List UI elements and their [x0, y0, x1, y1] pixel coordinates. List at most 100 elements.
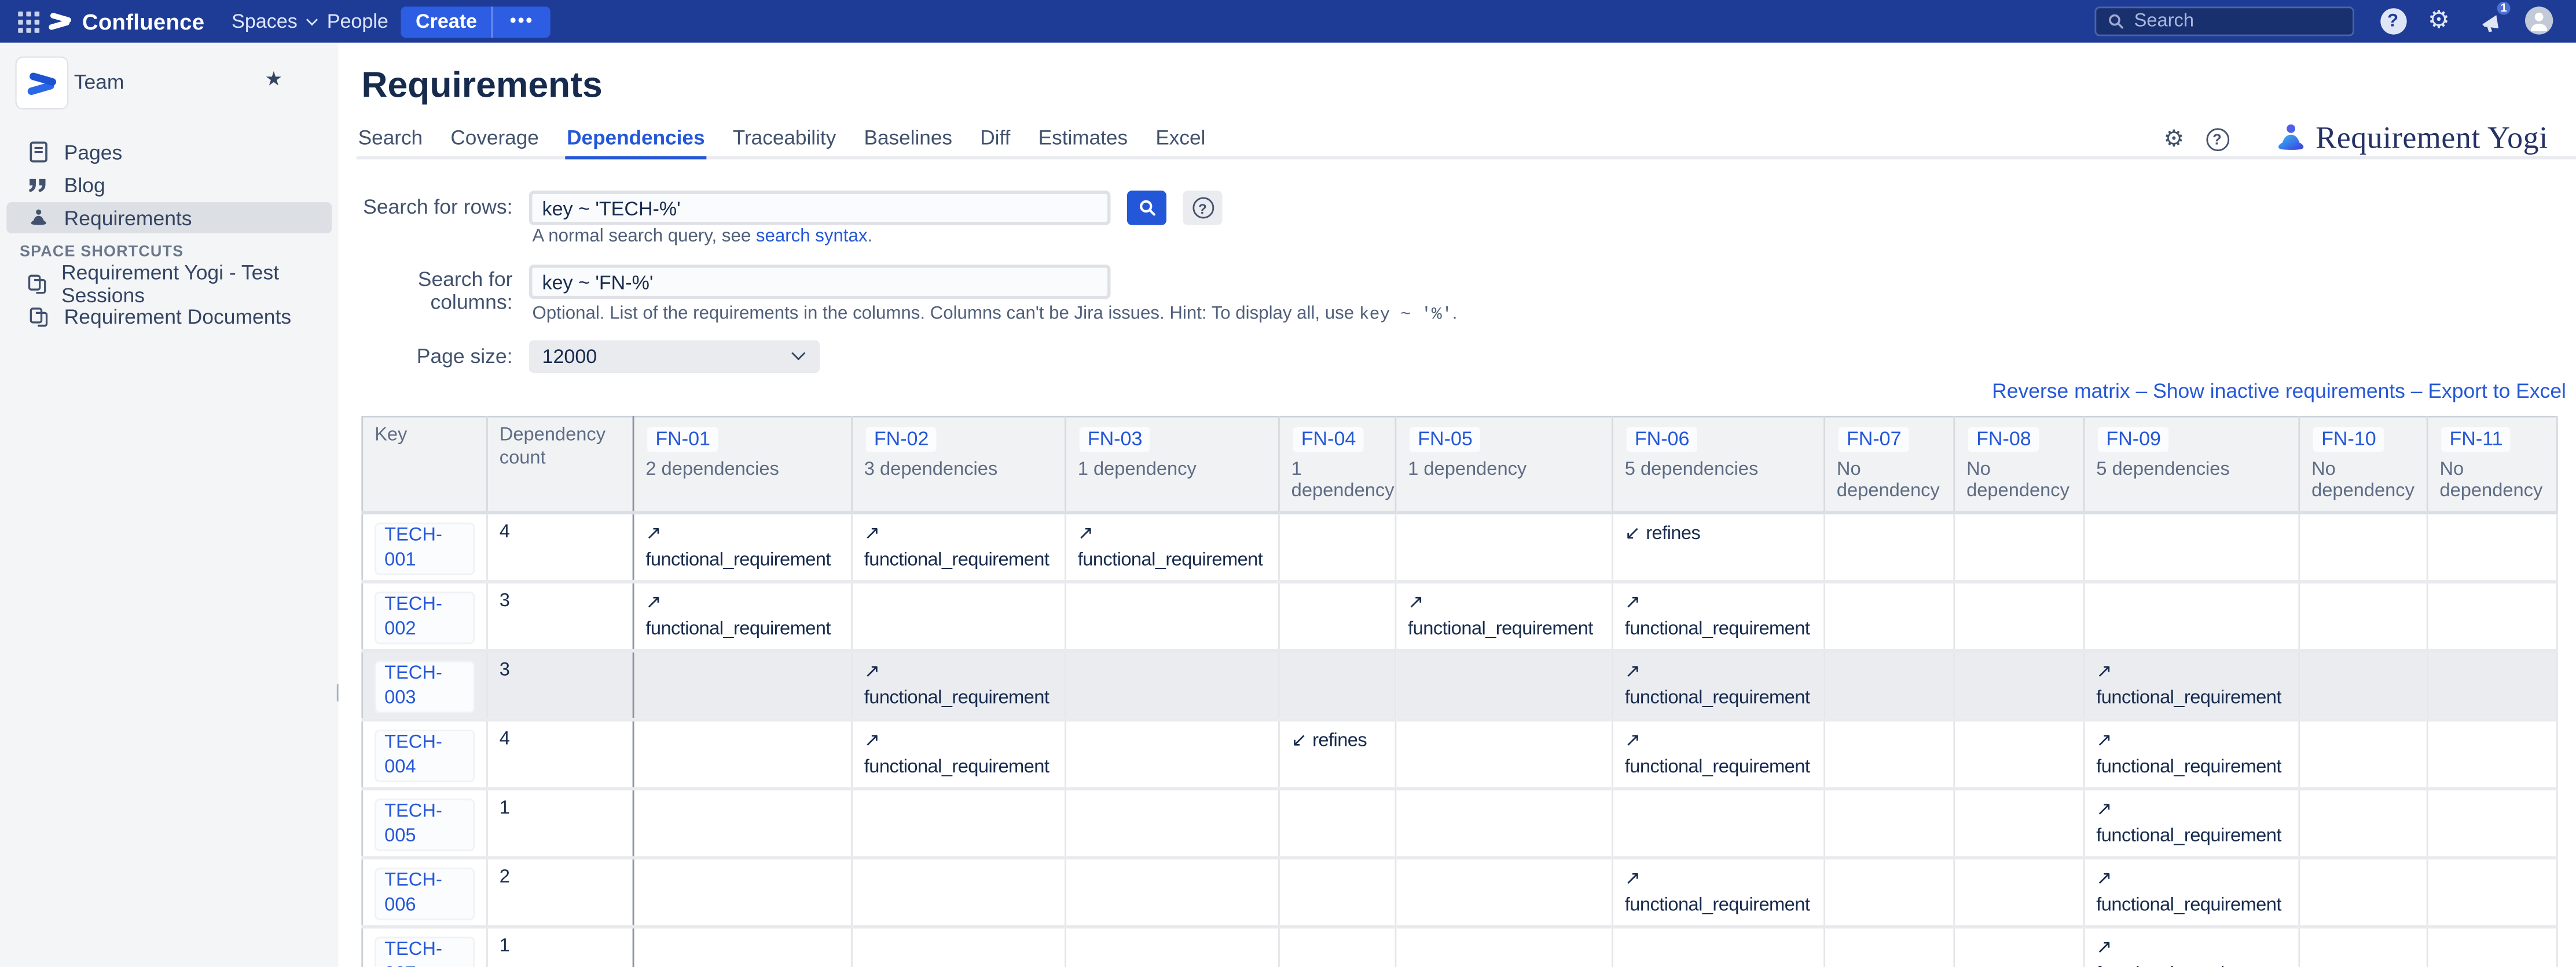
requirement-link[interactable]: TECH-003	[375, 660, 475, 713]
tab-traceability[interactable]: Traceability	[732, 126, 836, 150]
dependency-cell	[1279, 512, 1397, 582]
product-name[interactable]: Confluence	[82, 9, 205, 34]
dependency-cell	[1824, 718, 1955, 789]
reverse-matrix-link[interactable]: Reverse matrix	[1992, 379, 2130, 403]
space-logo[interactable]	[16, 57, 68, 109]
requirement-link[interactable]: FN-01	[645, 426, 721, 454]
table-row: TECH-006 2 ↗ functional_requirement ↗ funct…	[362, 856, 2558, 927]
fn-column-header: FN-05 1 dependency	[1395, 416, 1613, 515]
nav-people[interactable]: People	[326, 10, 388, 33]
dependency-cell	[2299, 925, 2428, 967]
requirement-link[interactable]: FN-11	[2439, 426, 2513, 454]
arrow-up-right-icon: ↗	[1624, 728, 1641, 751]
dependency-cell	[1824, 649, 1955, 720]
fn-column-header: FN-04 1 dependency	[1279, 416, 1397, 515]
create-button[interactable]: Create	[416, 10, 478, 33]
requirement-link[interactable]: FN-05	[1408, 426, 1483, 454]
dependency-type-label: functional_requirement	[864, 757, 1050, 778]
requirement-link[interactable]: TECH-005	[375, 798, 475, 852]
shortcut-requirement-documents[interactable]: Requirement Documents	[6, 301, 332, 332]
tab-search[interactable]: Search	[358, 126, 423, 150]
requirement-link[interactable]: TECH-007	[375, 936, 475, 967]
arrow-up-right-icon: ↗	[2096, 935, 2112, 958]
sidebar-item-pages[interactable]: Pages	[6, 137, 332, 168]
dependency-cell	[1824, 856, 1955, 927]
arrow-down-left-icon: ↙	[1624, 521, 1641, 544]
space-name[interactable]: Team	[74, 71, 124, 94]
dependency-cell: ↗ functional_requirement	[2084, 718, 2300, 789]
search-help-button[interactable]: ?	[1183, 191, 1223, 225]
requirement-link[interactable]: FN-02	[864, 426, 939, 454]
requirement-link[interactable]: TECH-006	[375, 867, 475, 921]
dependency-cell	[1279, 649, 1397, 720]
dependency-cell	[1395, 787, 1613, 858]
sidebar-item-requirements[interactable]: Requirements	[6, 202, 332, 233]
fn-column-header: FN-03 1 dependency	[1065, 416, 1280, 515]
matrix-settings-gear-icon[interactable]: ⚙	[2163, 126, 2185, 153]
tab-excel[interactable]: Excel	[1155, 126, 1206, 150]
tab-coverage[interactable]: Coverage	[450, 126, 539, 150]
rows-search-input[interactable]: key ~ 'TECH-%'	[529, 191, 1111, 225]
tabs-bar: Search Coverage Dependencies Traceability Ba…	[356, 126, 2576, 160]
requirement-link[interactable]: FN-07	[1836, 426, 1911, 454]
nav-spaces[interactable]: Spaces	[232, 0, 318, 43]
row-key-cell: TECH-006	[362, 856, 488, 927]
sidebar-item-label: Blog	[64, 173, 105, 197]
avatar[interactable]	[2525, 6, 2553, 35]
dependency-cell	[2299, 787, 2428, 858]
tab-dependencies[interactable]: Dependencies	[565, 127, 707, 160]
dependency-cell: ↗ functional_requirement	[852, 718, 1066, 789]
dependency-cell	[1954, 512, 2085, 582]
columns-search-label: Search for columns:	[417, 268, 513, 314]
tab-estimates[interactable]: Estimates	[1038, 126, 1128, 150]
dependency-type-label: functional_requirement	[645, 619, 831, 639]
confluence-logo-icon[interactable]	[47, 10, 72, 33]
dependency-type-label: functional_requirement	[2096, 826, 2281, 847]
more-actions-button[interactable]: •••	[491, 5, 551, 37]
columns-search-input[interactable]: key ~ 'FN-%'	[529, 264, 1111, 299]
dependency-type-label: functional_requirement	[1624, 688, 1810, 709]
sidebar-item-blog[interactable]: Blog	[6, 169, 332, 200]
settings-gear-icon[interactable]: ⚙	[2427, 5, 2450, 35]
page-size-select[interactable]: 12000	[529, 340, 820, 373]
requirement-link[interactable]: FN-03	[1077, 426, 1153, 454]
arrow-down-left-icon: ↙	[1291, 728, 1308, 751]
requirement-link[interactable]: TECH-004	[375, 730, 475, 782]
requirement-link[interactable]: TECH-001	[375, 522, 475, 576]
page-title: Requirements	[361, 64, 603, 105]
help-icon[interactable]: ?	[2379, 6, 2406, 34]
table-row: TECH-001 4 ↗ functional_requirement ↗ funct…	[362, 512, 2558, 582]
tab-baselines[interactable]: Baselines	[864, 126, 953, 150]
rows-search-label: Search for rows:	[363, 195, 513, 219]
requirement-link[interactable]: FN-08	[1966, 426, 2041, 454]
requirement-link[interactable]: FN-06	[1624, 426, 1700, 454]
announcement-icon[interactable]: 1	[2478, 0, 2512, 34]
arrow-up-right-icon: ↗	[864, 728, 880, 751]
dependency-count-subtitle: 3 dependencies	[864, 460, 998, 480]
sidebar-shortcuts: Requirement Yogi - Test Sessions Requirem…	[0, 261, 339, 334]
requirement-link[interactable]: TECH-002	[375, 591, 475, 644]
search-button[interactable]	[1126, 191, 1166, 225]
search-syntax-link[interactable]: search syntax	[755, 226, 868, 247]
dependency-cell: ↗ functional_requirement	[1395, 580, 1613, 651]
tab-diff[interactable]: Diff	[980, 126, 1011, 150]
dependency-cell	[1954, 718, 2085, 789]
requirement-link[interactable]: FN-04	[1291, 426, 1366, 454]
export-to-excel-link[interactable]: Export to Excel	[2428, 379, 2566, 403]
global-search-input[interactable]: Search	[2094, 6, 2354, 36]
dependency-cell: ↗ functional_requirement	[2084, 649, 2300, 720]
dependency-cell	[1954, 649, 2085, 720]
matrix-help-icon[interactable]: ?	[2206, 128, 2229, 152]
show-inactive-requirements-link[interactable]: Show inactive requirements	[2153, 379, 2405, 403]
requirement-link[interactable]: FN-09	[2096, 426, 2171, 454]
dependency-cell: ↗ functional_requirement	[2084, 856, 2300, 927]
dependency-cell	[2299, 580, 2428, 651]
apps-grid-icon[interactable]	[18, 11, 39, 33]
shortcut-requirement-yogi-test-sessions[interactable]: Requirement Yogi - Test Sessions	[6, 261, 332, 306]
arrow-up-right-icon: ↗	[1624, 659, 1641, 682]
requirement-link[interactable]: FN-10	[2311, 426, 2386, 454]
dependency-type-label: functional_requirement	[1077, 550, 1263, 570]
star-icon[interactable]: ★	[265, 67, 283, 91]
dependency-count-cell: 4	[487, 512, 634, 582]
dependency-cell: ↗ functional_requirement	[633, 512, 853, 582]
